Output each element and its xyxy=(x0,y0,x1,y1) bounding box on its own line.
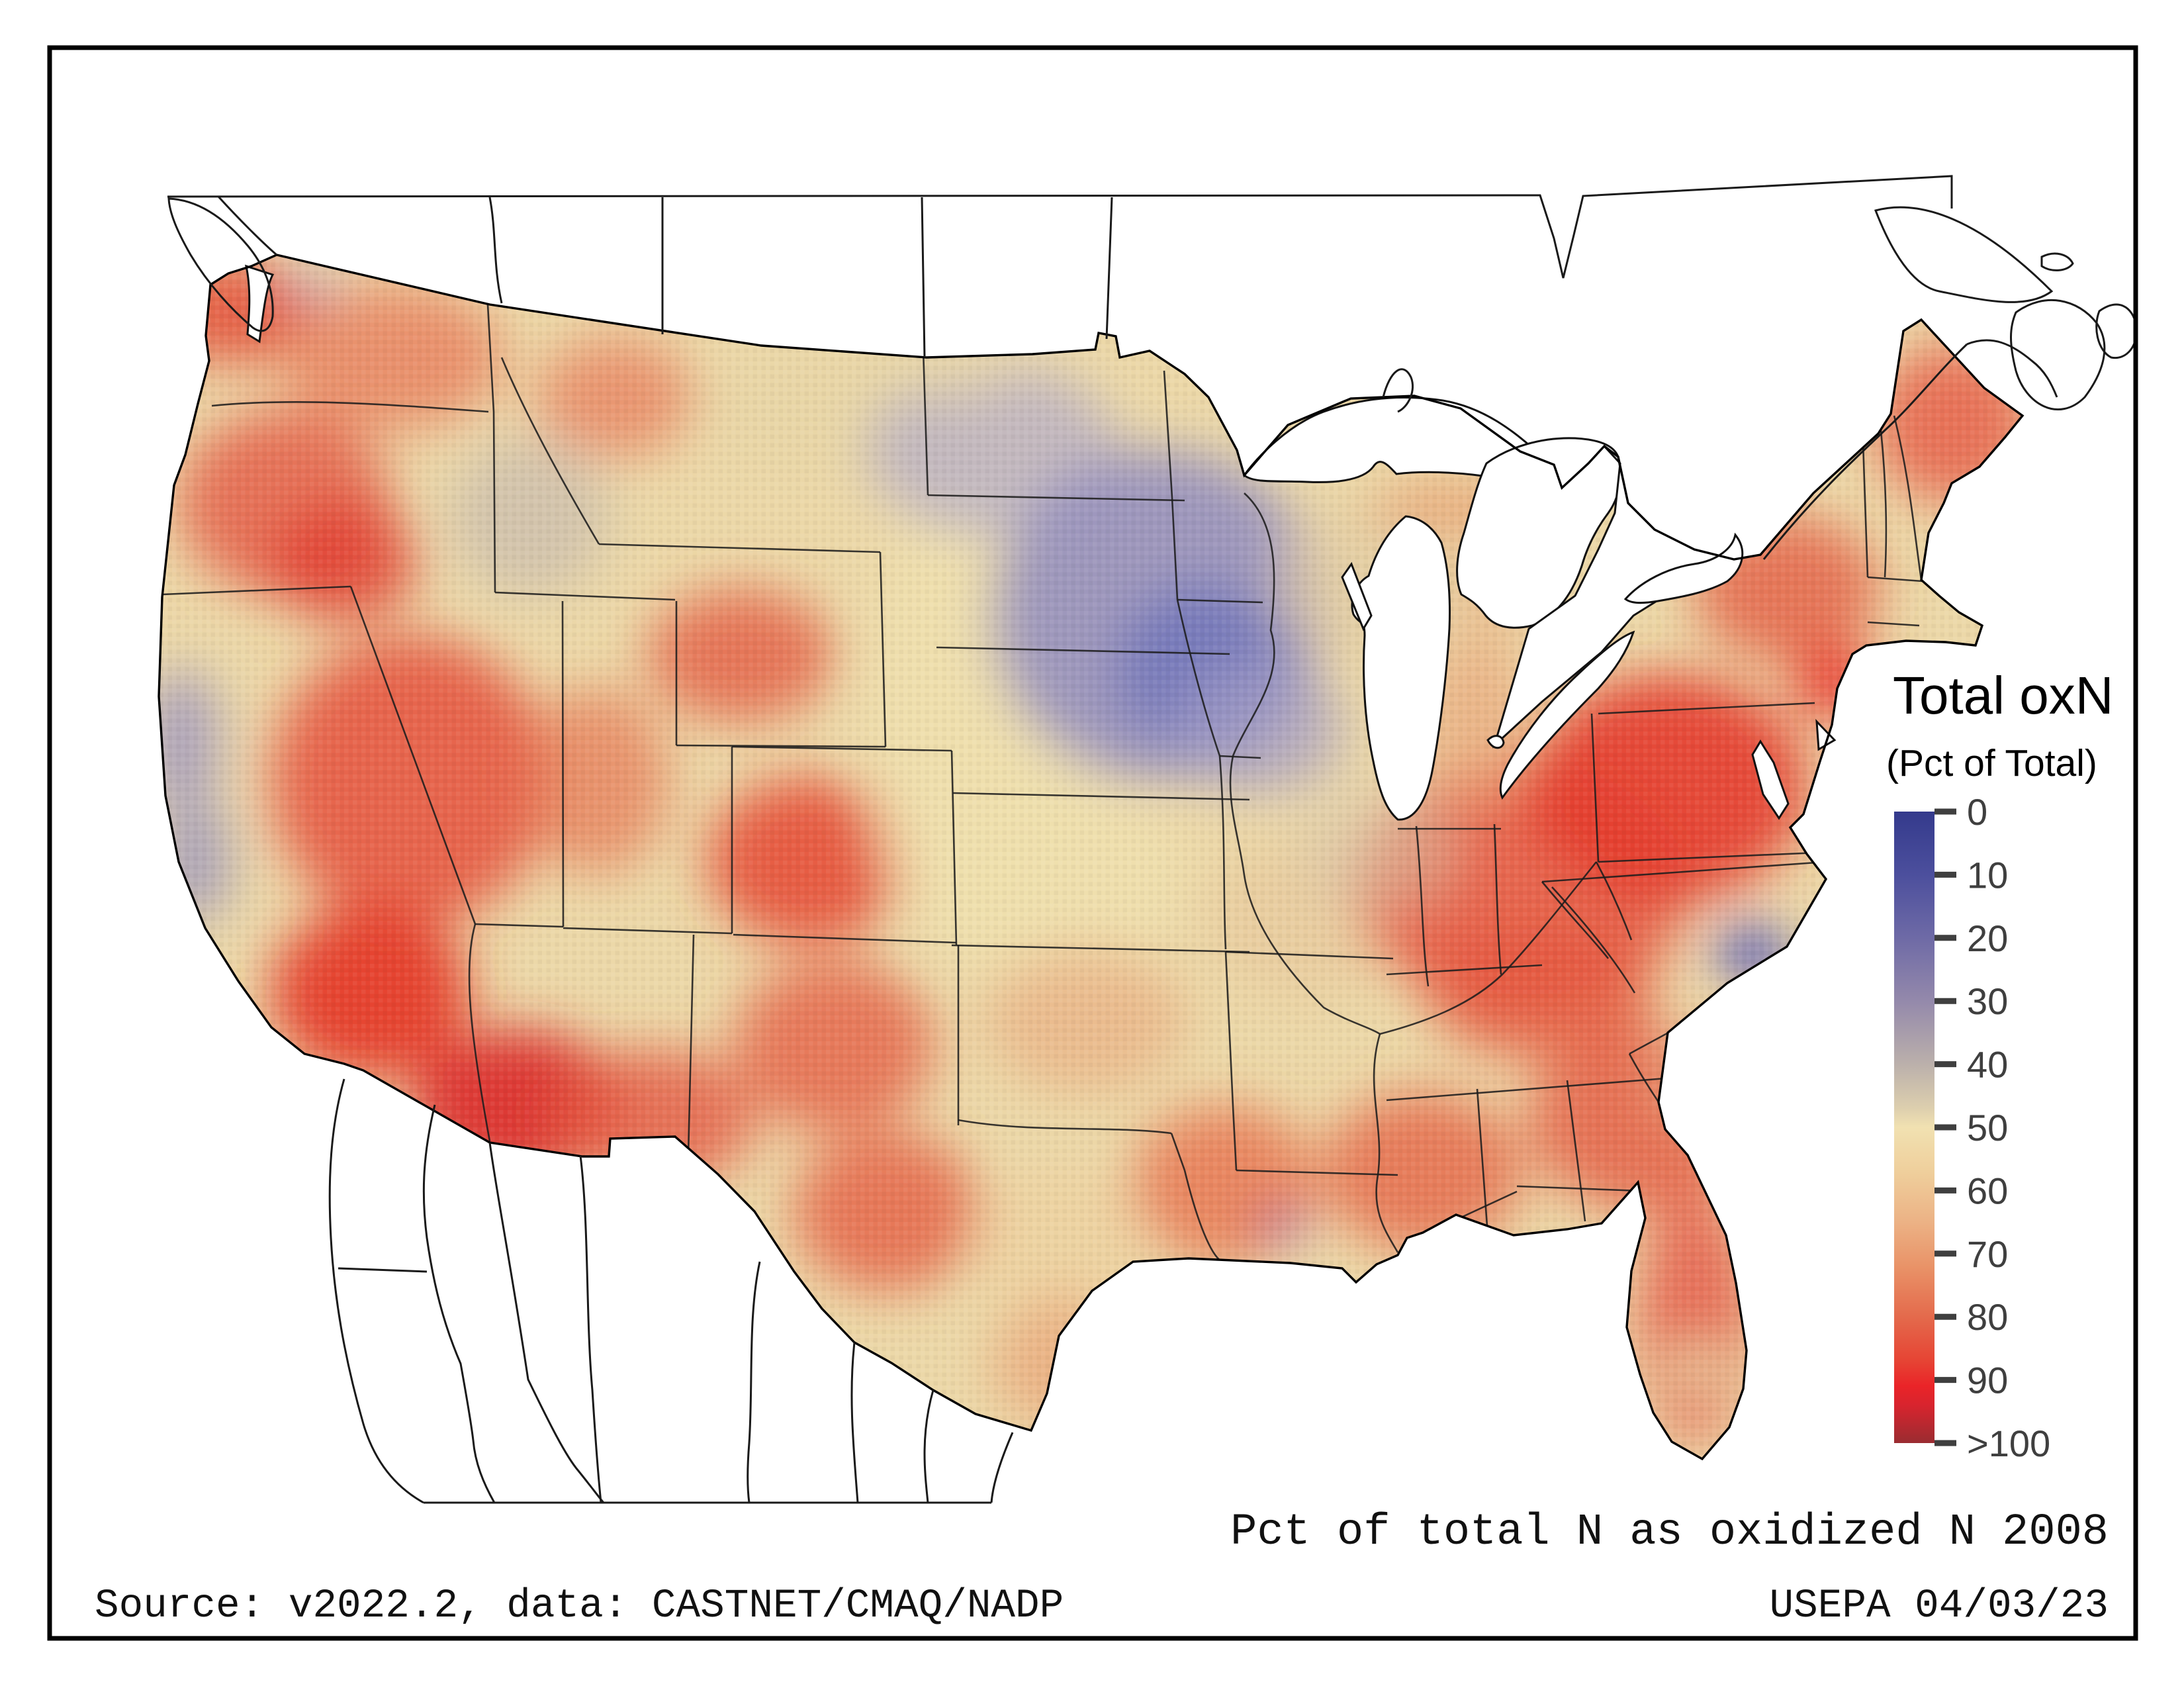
colorbar-tick-label: 60 xyxy=(1967,1170,2008,1211)
mexico-outlines xyxy=(328,1078,1014,1504)
vancouver-island xyxy=(167,197,274,332)
colorbar-tick-label: >100 xyxy=(1967,1423,2050,1464)
colorbar-tick-label: 30 xyxy=(1967,980,2008,1022)
sask-manitoba-border xyxy=(921,197,926,358)
legend-subtitle: (Pct of Total) xyxy=(1886,742,2097,784)
canada-clip-line xyxy=(167,175,1953,279)
bc-alberta-border xyxy=(488,197,503,304)
chihuahua-coahuila-border xyxy=(747,1261,761,1503)
tamaulipas-coast xyxy=(990,1432,1014,1503)
colorbar xyxy=(1894,812,1934,1443)
sonora-chihuahua-border xyxy=(579,1155,602,1503)
map-caption: Pct of total N as oxidized N 2008 xyxy=(1230,1507,2109,1558)
lake-ontario xyxy=(1623,532,1744,604)
colorbar-tick-label: 0 xyxy=(1967,791,1987,833)
lake-huron xyxy=(1456,437,1621,629)
colorbar-tick-label: 80 xyxy=(1967,1296,2008,1338)
nova-scotia xyxy=(2010,299,2106,410)
colorbar-tick-label: 70 xyxy=(1967,1233,2008,1275)
coahuila-durango-border xyxy=(850,1342,859,1503)
nuevo-leon-border xyxy=(923,1389,934,1503)
colorbar-tick-label: 10 xyxy=(1967,854,2008,896)
cape-breton xyxy=(2095,303,2138,359)
legend-title: Total oxN xyxy=(1893,666,2113,725)
sonora-coast xyxy=(488,1142,605,1503)
baja-state-line xyxy=(338,1267,428,1273)
colorbar-tick-label: 20 xyxy=(1967,917,2008,959)
great-lakes xyxy=(244,264,1837,821)
new-brunswick-coast xyxy=(1966,339,2058,398)
agency-date: USEPA 04/03/23 xyxy=(1770,1583,2109,1629)
legend: Total oxN (Pct of Total) 0 10 20 30 40 50 60 70… xyxy=(1886,666,2113,1464)
baja-west-coast xyxy=(328,1078,424,1504)
delaware-bay xyxy=(1815,718,1837,751)
colorbar-tick-label: 90 xyxy=(1967,1360,2008,1401)
border-lakes-wiggle xyxy=(1382,368,1414,413)
st-lawrence-north-shore xyxy=(1762,343,1968,560)
source-credit: Source: v2022.2, data: CASTNET/CMAQ/NADP xyxy=(95,1583,1064,1629)
baja-east-coast xyxy=(422,1104,496,1503)
canada-outlines xyxy=(167,175,2138,560)
colorbar-tick-label: 50 xyxy=(1967,1107,2008,1149)
gaspe-peninsula xyxy=(1874,206,2054,303)
colorbar-ticks: 0 10 20 30 40 50 60 70 80 90 >100 xyxy=(1934,791,2050,1464)
bc-coast xyxy=(217,195,277,256)
lake-erie xyxy=(1499,630,1635,800)
chesapeake-bay xyxy=(1751,739,1790,820)
figure-frame xyxy=(47,45,2138,1641)
lake-st-clair xyxy=(1486,735,1505,749)
colorbar-tick-label: 40 xyxy=(1967,1044,2008,1086)
prince-edward-island xyxy=(2040,252,2074,271)
manitoba-ontario-border xyxy=(1105,197,1113,340)
green-bay xyxy=(1341,561,1373,632)
